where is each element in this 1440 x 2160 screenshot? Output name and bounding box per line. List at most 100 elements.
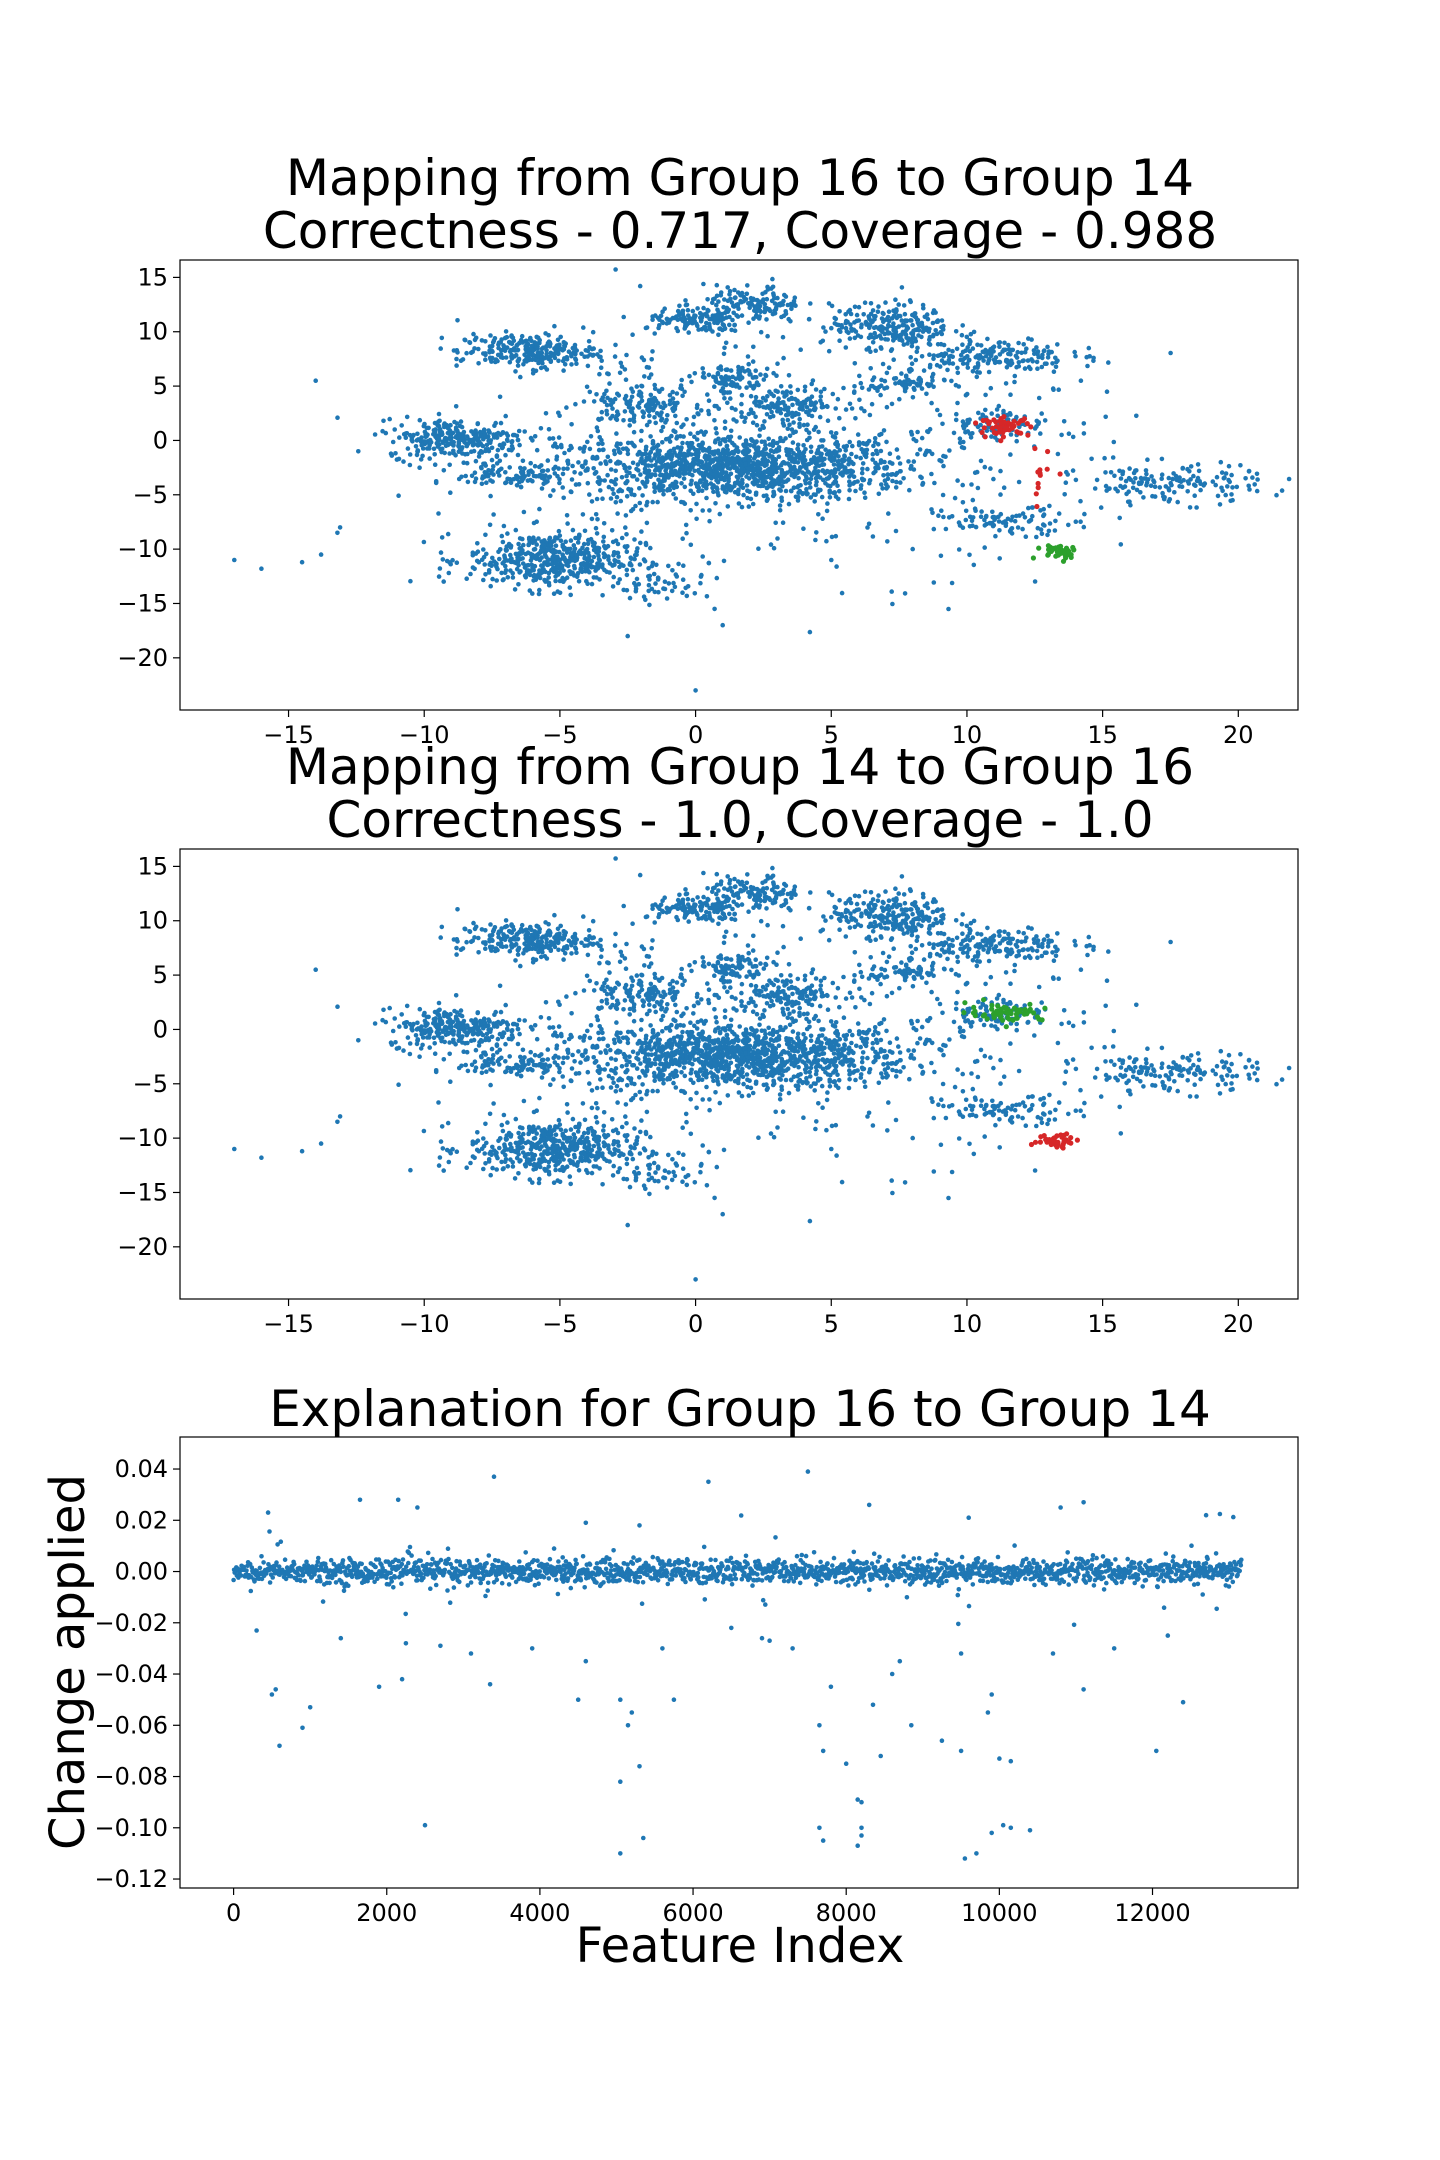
data-point [441, 579, 447, 584]
data-point [465, 479, 471, 485]
data-point [776, 454, 782, 460]
data-point [704, 594, 710, 599]
data-point [628, 489, 633, 494]
data-point [728, 434, 734, 440]
data-point [469, 429, 474, 434]
data-point [753, 451, 758, 456]
data-point [585, 581, 590, 587]
data-point [954, 346, 960, 352]
data-point [1159, 476, 1164, 482]
data-point [730, 317, 735, 323]
data-point [1227, 479, 1232, 485]
data-point [785, 1015, 791, 1020]
data-point [616, 554, 621, 559]
data-point [654, 562, 659, 568]
data-point [708, 481, 714, 486]
data-point [754, 303, 760, 309]
data-point [886, 309, 892, 315]
data-point [714, 478, 719, 483]
data-point [897, 396, 902, 402]
data-point [931, 332, 936, 338]
data-point [553, 1053, 558, 1059]
data-point [673, 413, 678, 419]
data-point [454, 356, 459, 362]
data-point [991, 349, 996, 354]
data-point [1098, 505, 1104, 510]
data-point [1072, 349, 1077, 355]
data-point [734, 313, 739, 318]
data-point [458, 419, 464, 424]
data-point [882, 478, 888, 484]
data-point [524, 339, 529, 344]
data-point [922, 314, 928, 320]
data-point [613, 477, 619, 482]
data-point [695, 402, 700, 408]
data-point [869, 401, 875, 407]
data-point [460, 431, 466, 437]
data-point [585, 363, 591, 369]
data-point [823, 329, 828, 334]
data-point [438, 346, 444, 351]
data-point [887, 330, 892, 336]
data-point [407, 452, 413, 457]
data-point [569, 477, 575, 482]
data-point [861, 312, 866, 317]
data-point [534, 447, 540, 453]
data-point [512, 354, 517, 359]
data-point [516, 428, 522, 434]
data-point [796, 453, 802, 458]
data-point [610, 406, 615, 411]
data-point [776, 445, 782, 450]
data-point [654, 444, 659, 449]
data-point [721, 558, 727, 564]
data-point [1243, 476, 1248, 481]
data-point [811, 492, 817, 497]
data-point [901, 303, 907, 308]
data-point [590, 454, 596, 460]
data-point [973, 508, 978, 513]
data-point [905, 341, 910, 346]
data-point [470, 437, 476, 443]
data-point [568, 538, 574, 543]
data-point [695, 455, 700, 461]
data-point [614, 417, 620, 423]
data-point [964, 391, 970, 397]
data-point [644, 1091, 649, 1097]
data-point [721, 455, 727, 460]
data-point [732, 295, 738, 301]
data-point [497, 442, 503, 448]
data-point [509, 448, 514, 453]
data-point [548, 359, 554, 365]
data-point [1110, 455, 1116, 460]
data-point [593, 1058, 599, 1064]
data-point [807, 629, 813, 635]
data-point [700, 508, 705, 513]
data-point [1180, 465, 1186, 471]
data-point [1034, 359, 1040, 365]
data-point [594, 392, 599, 397]
data-point [687, 373, 692, 379]
data-point [651, 406, 656, 412]
data-point [715, 461, 721, 467]
data-point [1066, 431, 1072, 437]
data-point [716, 366, 721, 371]
data-point [443, 435, 448, 441]
data-point [601, 447, 606, 453]
data-point [575, 571, 581, 576]
data-point [498, 420, 504, 426]
data-point [494, 578, 500, 583]
data-point [704, 1084, 709, 1090]
data-point [802, 388, 808, 394]
data-point [885, 539, 890, 544]
data-point [530, 367, 536, 373]
data-point [744, 474, 749, 479]
data-point [813, 537, 818, 543]
data-point [863, 454, 869, 460]
source-group-point [1045, 448, 1051, 455]
data-point [820, 468, 826, 474]
data-point [499, 570, 504, 576]
data-point [1050, 361, 1055, 366]
target-group-point [1068, 552, 1074, 558]
data-point [965, 417, 970, 423]
data-point [873, 348, 878, 354]
